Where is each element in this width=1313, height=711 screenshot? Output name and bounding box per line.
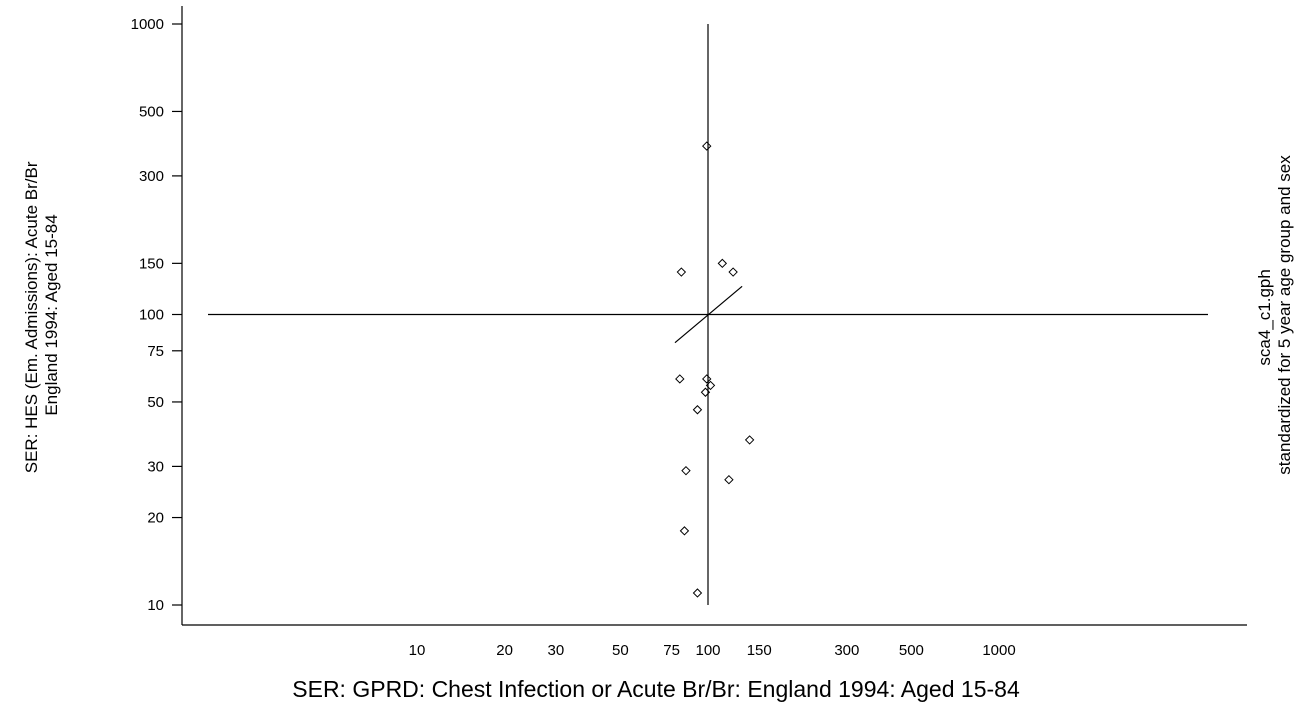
x-tick-label: 10: [409, 642, 426, 659]
x-tick-label: 30: [547, 642, 564, 659]
data-point: [702, 141, 712, 151]
data-points: [675, 141, 755, 598]
data-point: [692, 405, 703, 415]
y-axis-title: SER: HES (Em. Admissions): Acute Br/Br E…: [22, 157, 61, 474]
y-tick-label: 100: [139, 307, 164, 324]
y-tick-label: 10: [147, 597, 164, 614]
data-point: [692, 588, 703, 598]
axes: [181, 6, 1247, 626]
data-point: [728, 267, 738, 277]
data-point: [717, 258, 728, 269]
right-side-note: sca4_c1.gph standardized for 5 year age …: [1255, 155, 1294, 475]
y-tick-label: 1000: [131, 16, 164, 33]
data-point: [724, 474, 734, 485]
trend-line: [674, 285, 743, 344]
y-tick-label: 20: [147, 510, 164, 527]
standardization-note: standardized for 5 year age group and se…: [1275, 155, 1294, 475]
x-tick-label: 500: [899, 642, 924, 659]
data-point: [675, 374, 685, 384]
data-point: [679, 526, 690, 536]
y-axis-title-line-2: England 1994: Aged 15-84: [42, 214, 61, 415]
x-axis-title: SER: GPRD: Chest Infection or Acute Br/B…: [292, 676, 1020, 702]
y-tick-label: 50: [147, 394, 164, 411]
data-point: [681, 465, 691, 476]
y-tick-label: 500: [139, 103, 164, 120]
trend-line-group: [674, 285, 743, 344]
x-tick-label: 150: [747, 642, 772, 659]
x-tick-label: 1000: [982, 642, 1015, 659]
x-ticks: 10 20 30 50 75 100 150 300 500 1000: [409, 642, 1016, 659]
data-point: [700, 387, 711, 397]
x-tick-label: 20: [496, 642, 513, 659]
x-tick-label: 50: [612, 642, 629, 659]
x-tick-label: 300: [834, 642, 859, 659]
x-tick-label: 100: [695, 642, 720, 659]
data-point: [676, 267, 687, 277]
data-point: [702, 374, 712, 384]
x-tick-label: 75: [663, 642, 680, 659]
data-point: [744, 435, 755, 445]
y-axis-title-line-1: SER: HES (Em. Admissions): Acute Br/Br: [22, 161, 41, 473]
y-tick-label: 75: [147, 343, 164, 360]
data-point: [705, 380, 716, 391]
y-tick-label: 150: [139, 255, 164, 272]
y-ticks: 10 20 30 50 75 100 150 300 500 1000: [131, 16, 182, 614]
y-tick-label: 30: [147, 458, 164, 475]
y-tick-label: 300: [139, 168, 164, 185]
file-name-note: sca4_c1.gph: [1255, 269, 1274, 365]
